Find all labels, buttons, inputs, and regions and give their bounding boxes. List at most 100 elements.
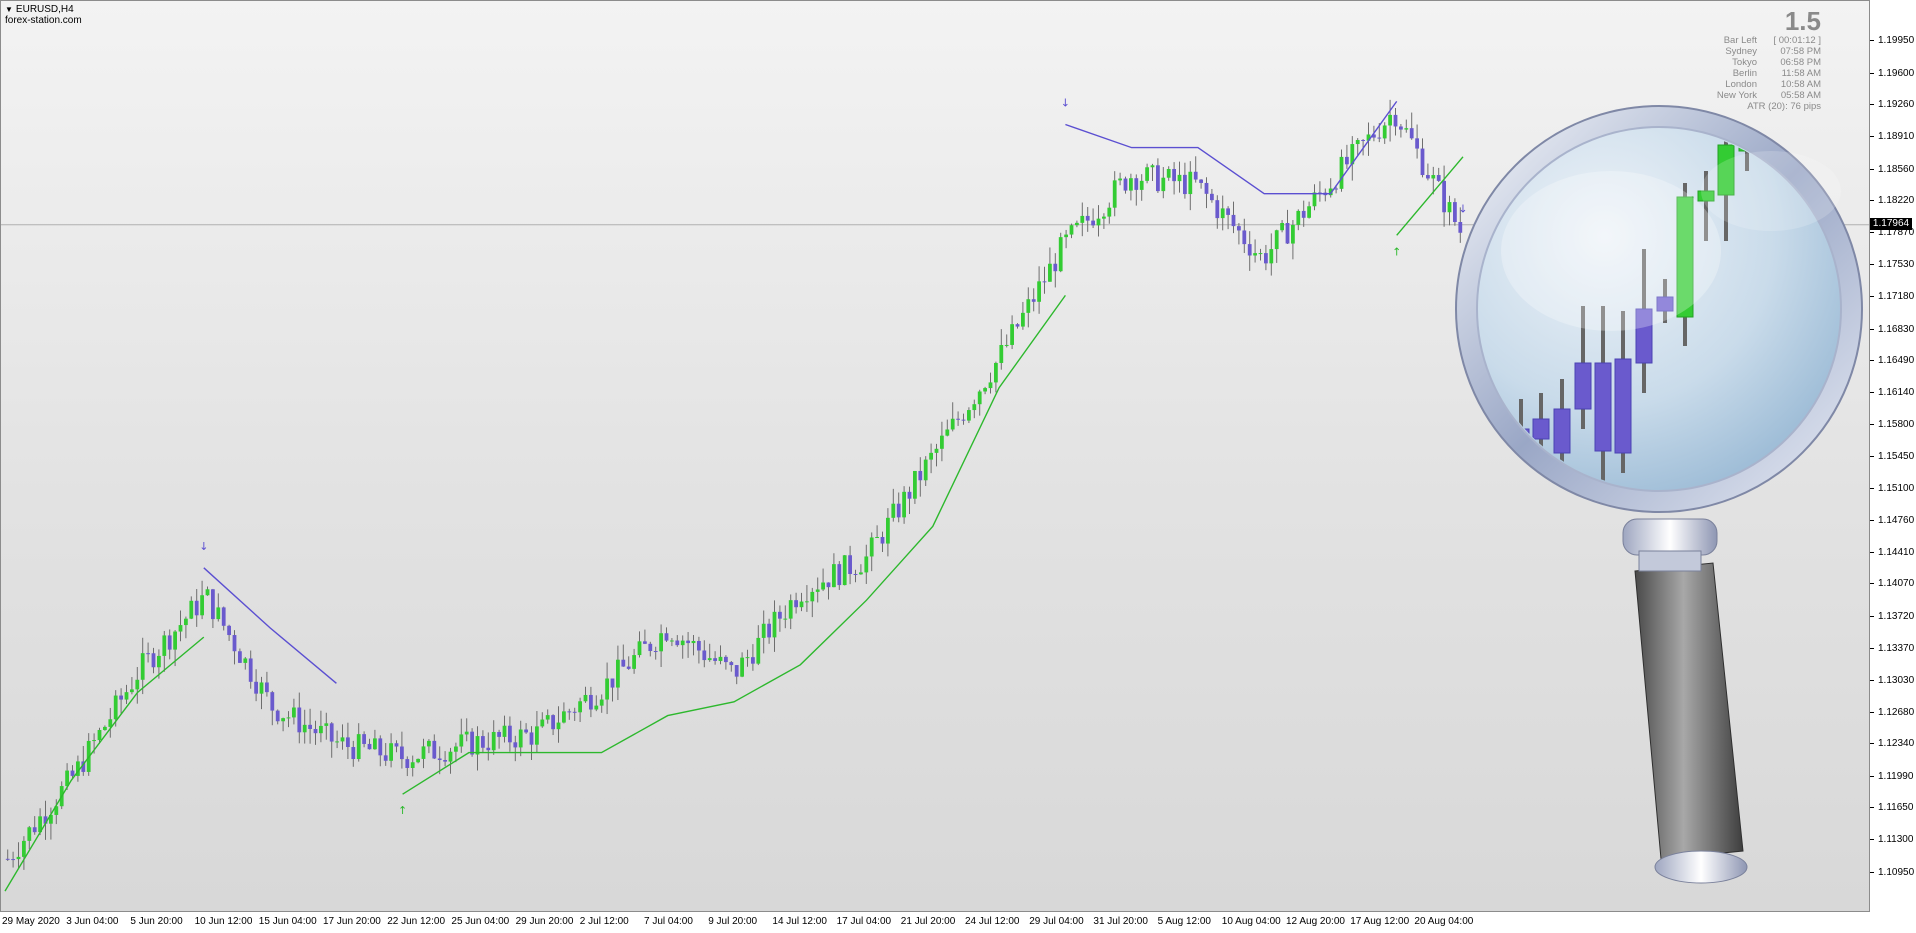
candle-body xyxy=(1415,138,1419,149)
session-time: 05:58 AM xyxy=(1780,90,1821,101)
chart-canvas[interactable]: ↓ ↑ ↓ ↑ ↓ ▼ EURUSD,H4 forex-station.com 1.5 B… xyxy=(0,0,1870,912)
magnified-candle-body xyxy=(1697,190,1715,202)
candle-body xyxy=(810,591,815,602)
magnified-candle-body xyxy=(1717,144,1735,196)
candle-body xyxy=(1015,324,1020,327)
candle-body xyxy=(302,724,307,733)
candle-body xyxy=(967,410,971,421)
signal-up-arrow-icon: ↑ xyxy=(398,804,407,817)
candle-body xyxy=(1085,215,1090,221)
candle-body xyxy=(788,600,793,619)
time-label: 2 Jul 12:00 xyxy=(579,916,629,927)
candle-body xyxy=(594,705,599,710)
candle-body xyxy=(103,726,107,730)
candle-body xyxy=(1004,344,1009,346)
price-tick xyxy=(1870,263,1874,265)
candle-body xyxy=(680,640,685,646)
candle-body xyxy=(194,600,199,616)
site-label: forex-station.com xyxy=(5,15,82,26)
candle-body xyxy=(999,344,1004,363)
price-label: 1.16140 xyxy=(1878,387,1915,399)
candle-body xyxy=(1118,178,1122,181)
price-plot[interactable]: ↓ ↑ ↓ ↑ ↓ xyxy=(1,1,1870,912)
candle-body xyxy=(416,758,420,763)
candle-body xyxy=(599,699,604,706)
price-axis[interactable]: 1.19950 1.19600 1.19260 1.18910 1.18560 1.182… xyxy=(1870,0,1916,912)
candle-body xyxy=(686,640,690,644)
price-tick xyxy=(1870,552,1874,554)
candle-body xyxy=(589,694,593,710)
candle-body xyxy=(1296,210,1301,225)
lens-gloss xyxy=(1501,171,1721,331)
candle-body xyxy=(1123,178,1128,191)
signal-up-arrow-icon: ↑ xyxy=(1392,245,1401,258)
current-price-marker: 1.17964 xyxy=(1870,217,1912,230)
candle-body xyxy=(1339,156,1344,189)
candle-body xyxy=(92,740,96,742)
candle-body xyxy=(610,678,615,688)
candle-body xyxy=(907,491,912,499)
candle-body xyxy=(497,731,501,737)
magnified-candle-body xyxy=(1594,362,1612,452)
candle-body xyxy=(340,737,345,742)
candle-body xyxy=(275,710,280,722)
candle-body xyxy=(238,651,242,663)
time-label: 21 Jul 20:00 xyxy=(900,916,956,927)
candle-body xyxy=(1247,244,1252,256)
candle-body xyxy=(1161,177,1166,192)
session-clock-rows: Bar Left [ 00:01:12 ] Sydney 07:58 PM Tokyo 0… xyxy=(1661,35,1821,101)
candle-body xyxy=(11,859,15,861)
session-clock-row: Bar Left [ 00:01:12 ] xyxy=(1661,35,1821,46)
candle-body xyxy=(211,589,215,620)
price-label: 1.18910 xyxy=(1878,131,1915,143)
candle-body xyxy=(772,611,777,638)
signal-down-arrow-icon: ↓ xyxy=(199,540,208,553)
session-clock-row: London 10:58 AM xyxy=(1661,79,1821,90)
candle-body xyxy=(308,724,312,729)
price-label: 1.11990 xyxy=(1878,770,1914,782)
price-label: 1.11650 xyxy=(1878,802,1914,813)
magnified-candle-body xyxy=(1656,296,1674,312)
candle-body xyxy=(389,743,393,761)
candle-body xyxy=(562,711,566,723)
price-tick xyxy=(1870,423,1874,425)
session-name: London xyxy=(1725,79,1757,90)
candle-body xyxy=(362,734,366,744)
candle-body xyxy=(626,666,631,669)
magnified-candle-body xyxy=(1676,196,1694,318)
candle-body xyxy=(616,659,620,688)
price-tick xyxy=(1870,583,1874,585)
candle-body xyxy=(859,572,863,575)
dropdown-triangle-icon[interactable]: ▼ xyxy=(5,5,13,14)
candle-body xyxy=(1075,222,1079,226)
candle-body xyxy=(902,491,906,518)
time-axis[interactable]: 29 May 2020 3 Jun 04:00 5 Jun 20:00 10 Jun … xyxy=(0,912,1870,933)
candle-body xyxy=(1312,192,1317,207)
candle-body xyxy=(470,731,474,755)
candle-body xyxy=(443,760,447,762)
price-tick xyxy=(1870,359,1874,361)
price-label: 1.11300 xyxy=(1878,834,1914,846)
magnified-candle-body xyxy=(1635,308,1653,364)
candle-body xyxy=(832,564,836,588)
candle-body xyxy=(475,736,480,755)
candle-body xyxy=(113,695,118,720)
candle-body xyxy=(356,734,361,760)
candle-body xyxy=(805,601,809,603)
candle-body xyxy=(394,743,399,747)
price-tick xyxy=(1870,104,1874,106)
candle-body xyxy=(1453,202,1457,223)
price-label: 1.19260 xyxy=(1878,99,1915,111)
price-label: 1.14760 xyxy=(1878,514,1915,526)
time-label: 29 Jun 20:00 xyxy=(515,916,574,927)
candle-body xyxy=(1069,225,1074,235)
session-name: New York xyxy=(1716,90,1757,101)
candle-body xyxy=(1269,249,1274,264)
candle-body xyxy=(81,761,86,772)
magnifier-handle xyxy=(1634,562,1744,860)
candle-body xyxy=(1253,253,1257,256)
price-label: 1.12340 xyxy=(1878,738,1915,750)
candle-body xyxy=(216,607,221,620)
candle-body xyxy=(513,742,518,748)
candle-body xyxy=(1447,202,1452,213)
